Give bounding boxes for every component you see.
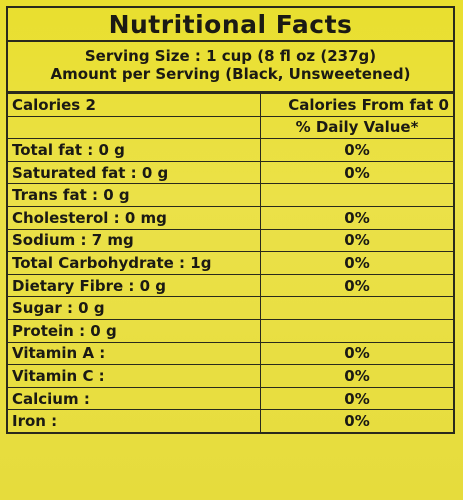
daily-value: 0%	[260, 386, 455, 411]
daily-value: 0%	[260, 409, 455, 434]
nutrient-name: Sugar : 0 g	[6, 296, 261, 320]
daily-value	[260, 183, 455, 207]
empty-cell	[6, 115, 261, 140]
daily-value: 0%	[260, 251, 455, 275]
calories-from-fat: Calories From fat 0	[260, 93, 455, 117]
daily-value-header-row: % Daily Value*	[6, 115, 455, 140]
nutrient-name: Vitamin A :	[6, 341, 261, 366]
nutrient-name: Saturated fat : 0 g	[6, 160, 261, 185]
nutrient-name: Protein : 0 g	[6, 318, 261, 343]
calories-label: Calories 2	[6, 93, 261, 117]
table-row: Sodium : 7 mg 0%	[6, 228, 455, 253]
nutrient-name: Calcium :	[6, 386, 261, 411]
nutrient-name: Iron :	[6, 409, 261, 434]
table-row: Vitamin C : 0%	[6, 364, 455, 388]
nutrition-table: Calories 2 Calories From fat 0 % Daily V…	[6, 93, 455, 434]
daily-value: 0%	[260, 228, 455, 253]
label-title: Nutritional Facts	[6, 6, 455, 40]
nutrient-name: Vitamin C :	[6, 364, 261, 388]
nutrient-name: Sodium : 7 mg	[6, 228, 261, 253]
table-row: Cholesterol : 0 mg 0%	[6, 205, 455, 230]
table-row: Total Carbohydrate : 1g 0%	[6, 251, 455, 275]
daily-value	[260, 296, 455, 320]
amount-per-serving: Amount per Serving (Black, Unsweetened)	[50, 65, 411, 83]
daily-value: 0%	[260, 138, 455, 162]
table-row: Iron : 0%	[6, 409, 455, 434]
table-row: Protein : 0 g	[6, 318, 455, 343]
table-row: Total fat : 0 g 0%	[6, 138, 455, 162]
table-row: Sugar : 0 g	[6, 296, 455, 320]
serving-size: Serving Size : 1 cup (8 fl oz (237g)	[84, 47, 377, 65]
daily-value: 0%	[260, 341, 455, 366]
daily-value	[260, 318, 455, 343]
table-row: Trans fat : 0 g	[6, 183, 455, 207]
serving-info: Serving Size : 1 cup (8 fl oz (237g) Amo…	[6, 40, 455, 93]
table-row: Vitamin A : 0%	[6, 341, 455, 366]
calories-row: Calories 2 Calories From fat 0	[6, 93, 455, 117]
daily-value: 0%	[260, 273, 455, 298]
daily-value: 0%	[260, 205, 455, 230]
daily-value: 0%	[260, 364, 455, 388]
nutrient-name: Dietary Fibre : 0 g	[6, 273, 261, 298]
table-row: Calcium : 0%	[6, 386, 455, 411]
nutrient-name: Cholesterol : 0 mg	[6, 205, 261, 230]
table-row: Dietary Fibre : 0 g 0%	[6, 273, 455, 298]
table-row: Saturated fat : 0 g 0%	[6, 160, 455, 185]
nutrient-name: Trans fat : 0 g	[6, 183, 261, 207]
nutrient-name: Total Carbohydrate : 1g	[6, 251, 261, 275]
daily-value: 0%	[260, 160, 455, 185]
nutrient-name: Total fat : 0 g	[6, 138, 261, 162]
daily-value-header: % Daily Value*	[260, 115, 455, 140]
